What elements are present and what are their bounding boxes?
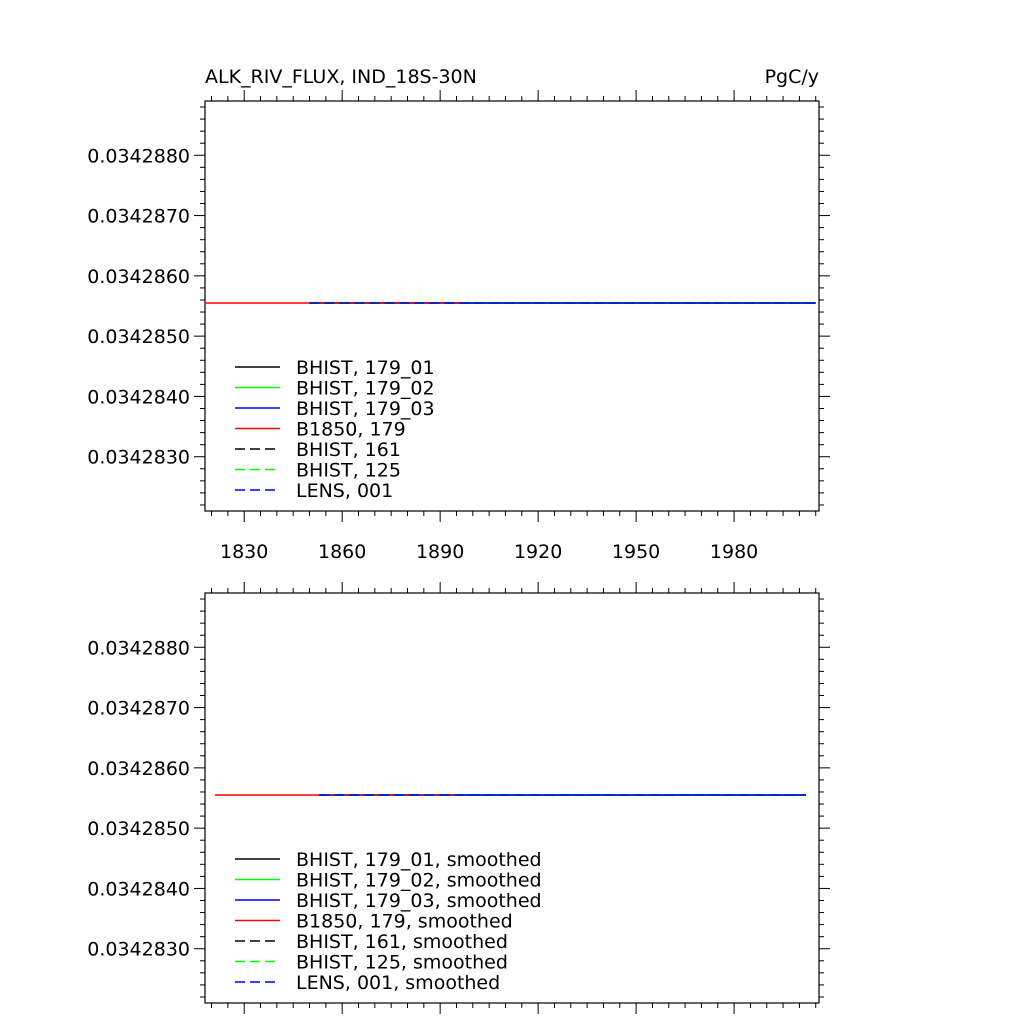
legend-label: B1850, 179, smoothed xyxy=(296,911,513,933)
y-tick-label: 0.0342850 xyxy=(87,326,190,348)
x-tick-label: 1980 xyxy=(710,541,758,563)
y-tick-label: 0.0342880 xyxy=(87,637,190,659)
legend-label: LENS, 001 xyxy=(296,480,393,502)
y-tick-label: 0.0342860 xyxy=(87,266,190,288)
y-tick-label: 0.0342850 xyxy=(87,818,190,840)
legend-label: BHIST, 179_03 xyxy=(296,398,435,420)
y-tick-label: 0.0342870 xyxy=(87,206,190,228)
legend-label: BHIST, 179_03, smoothed xyxy=(296,890,542,912)
legend-label: BHIST, 179_01, smoothed xyxy=(296,849,542,871)
legend-label: BHIST, 179_02, smoothed xyxy=(296,870,542,892)
x-tick-label: 1950 xyxy=(612,541,660,563)
y-tick-label: 0.0342830 xyxy=(87,447,190,469)
legend-label: BHIST, 179_02 xyxy=(296,378,435,400)
legend-label: BHIST, 161 xyxy=(296,439,401,461)
y-tick-label: 0.0342860 xyxy=(87,758,190,780)
x-tick-label: 1890 xyxy=(416,541,464,563)
x-tick-label: 1860 xyxy=(318,541,366,563)
x-tick-label: 1830 xyxy=(220,541,268,563)
plot-frame xyxy=(204,100,820,512)
legend-label: BHIST, 161, smoothed xyxy=(296,931,508,953)
chart-title: ALK_RIV_FLUX, IND_18S-30N xyxy=(205,66,477,88)
legend-label: BHIST, 125, smoothed xyxy=(296,952,508,974)
y-tick-label: 0.0342840 xyxy=(87,878,190,900)
y-tick-label: 0.0342830 xyxy=(87,939,190,961)
legend-label: LENS, 001, smoothed xyxy=(296,972,500,994)
top-panel: 1830 1860 1890 1920 1950 1980 0.0342830 0.03428… xyxy=(87,90,830,563)
units-label: PgC/y xyxy=(765,66,819,88)
legend-label: BHIST, 179_01 xyxy=(296,357,435,379)
legend-label: B1850, 179 xyxy=(296,419,406,441)
y-tick-label: 0.0342880 xyxy=(87,145,190,167)
bottom-panel: 0.0342830 0.0342840 0.0342850 0.0342860 0.03… xyxy=(87,582,830,1014)
plot-frame xyxy=(204,592,820,1004)
x-tick-label: 1920 xyxy=(514,541,562,563)
y-tick-label: 0.0342870 xyxy=(87,698,190,720)
y-tick-label: 0.0342840 xyxy=(87,386,190,408)
legend-label: BHIST, 125 xyxy=(296,460,401,482)
